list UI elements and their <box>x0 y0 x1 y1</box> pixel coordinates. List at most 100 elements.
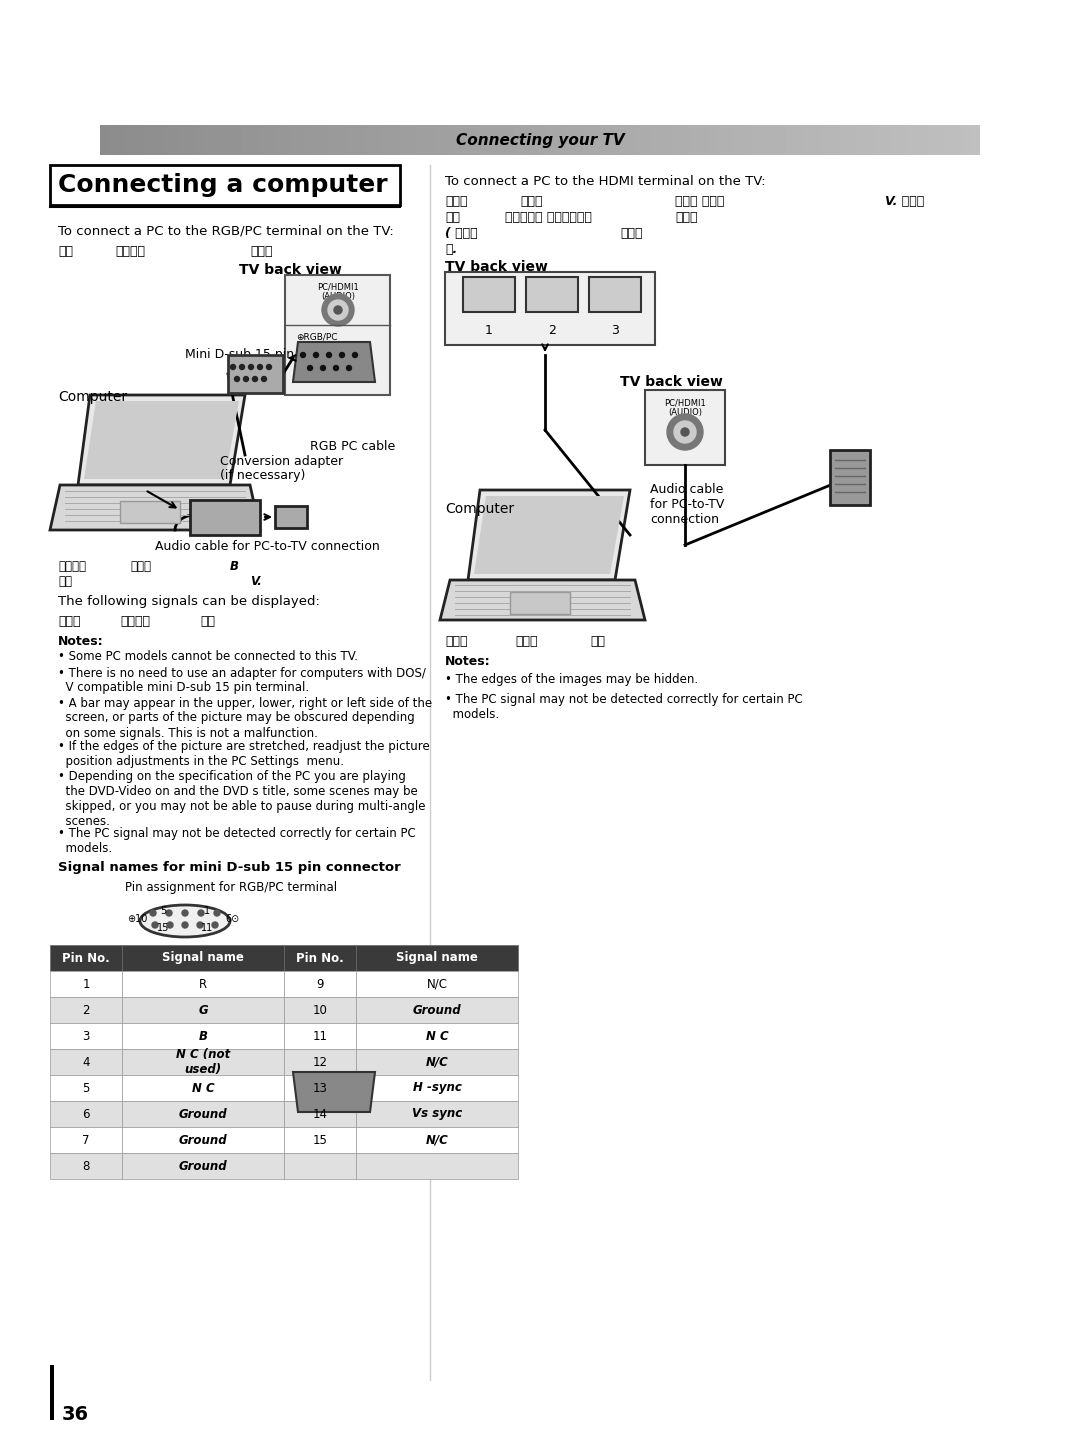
Text: น่: น่ <box>445 211 460 224</box>
Polygon shape <box>293 1072 375 1112</box>
Text: R: R <box>199 977 207 990</box>
Bar <box>285 275 390 395</box>
Text: พี้: พี้ <box>445 635 468 648</box>
Circle shape <box>234 377 240 381</box>
Text: TV back view: TV back view <box>239 263 341 278</box>
Text: Notes:: Notes: <box>58 635 104 648</box>
Bar <box>50 1101 122 1127</box>
Bar <box>284 1101 356 1127</box>
Text: Signal name: Signal name <box>396 951 478 964</box>
Text: N/C: N/C <box>426 1134 448 1147</box>
Text: Conversion adapter: Conversion adapter <box>220 455 343 468</box>
Bar <box>356 971 518 997</box>
Text: Audio cable
for PC-to-TV
connection: Audio cable for PC-to-TV connection <box>650 483 725 526</box>
Polygon shape <box>84 401 239 478</box>
Circle shape <box>166 910 172 916</box>
Text: N C: N C <box>426 1029 448 1043</box>
Text: V. ขั้: V. ขั้ <box>885 195 924 208</box>
Circle shape <box>267 365 271 369</box>
Text: ขั้: ขั้ <box>130 560 151 573</box>
Text: ข้: ข้ <box>58 574 72 587</box>
Bar <box>122 1048 284 1075</box>
Bar <box>122 1127 284 1153</box>
Circle shape <box>322 294 354 326</box>
Text: 15: 15 <box>157 923 170 933</box>
Text: 1: 1 <box>204 906 211 916</box>
Circle shape <box>212 922 218 928</box>
Text: PC/HDMI1
(AUDIO): PC/HDMI1 (AUDIO) <box>664 398 706 417</box>
Text: Vs sync: Vs sync <box>411 1108 462 1121</box>
Bar <box>284 1024 356 1048</box>
Text: 5: 5 <box>82 1082 90 1095</box>
Text: The following signals can be displayed:: The following signals can be displayed: <box>58 595 320 608</box>
Text: B: B <box>199 1029 207 1043</box>
Bar <box>356 945 518 971</box>
Text: Computer: Computer <box>445 502 514 516</box>
Text: Connecting your TV: Connecting your TV <box>456 132 624 147</box>
Text: V.: V. <box>249 574 261 587</box>
Text: 14: 14 <box>312 1108 327 1121</box>
Bar <box>284 1048 356 1075</box>
Bar <box>356 997 518 1024</box>
Text: 3: 3 <box>82 1029 90 1043</box>
Text: ย.: ย. <box>445 243 457 256</box>
Text: ⊕RGB/PC: ⊕RGB/PC <box>296 332 337 342</box>
Text: กิ: กิ <box>200 615 215 628</box>
Bar <box>526 278 578 313</box>
Text: 11: 11 <box>201 923 213 933</box>
Bar <box>645 390 725 465</box>
Text: 7: 7 <box>82 1134 90 1147</box>
Text: ห้: ห้ <box>58 246 73 257</box>
Text: 10: 10 <box>312 1003 327 1016</box>
Circle shape <box>300 352 306 358</box>
Bar <box>122 945 284 971</box>
Bar <box>831 449 870 505</box>
Text: 3: 3 <box>611 323 619 336</box>
Text: 8: 8 <box>82 1159 90 1172</box>
Text: TV back view: TV back view <box>445 260 548 273</box>
Bar <box>50 971 122 997</box>
Circle shape <box>334 365 338 371</box>
Bar <box>122 1075 284 1101</box>
Bar <box>50 1153 122 1179</box>
Bar <box>122 1153 284 1179</box>
Text: 6: 6 <box>82 1108 90 1121</box>
Circle shape <box>334 305 342 314</box>
Text: Ground: Ground <box>178 1159 227 1172</box>
Bar <box>356 1127 518 1153</box>
Text: • Depending on the specification of the PC you are playing
  the DVD-Video on an: • Depending on the specification of the … <box>58 771 426 827</box>
Circle shape <box>248 365 254 369</box>
Circle shape <box>261 377 267 381</box>
Text: TV back view: TV back view <box>620 375 723 390</box>
Bar <box>50 1127 122 1153</box>
Text: 1: 1 <box>82 977 90 990</box>
Text: • The PC signal may not be detected correctly for certain PC
  models.: • The PC signal may not be detected corr… <box>445 694 802 721</box>
Text: • Some PC models cannot be connected to this TV.: • Some PC models cannot be connected to … <box>58 650 357 663</box>
Text: Mini D-sub 15 pin: Mini D-sub 15 pin <box>185 348 294 361</box>
Text: กิ่ง: กิ่ง <box>120 615 150 628</box>
Circle shape <box>674 422 696 443</box>
Bar <box>589 278 642 313</box>
Text: 5: 5 <box>160 906 166 916</box>
Bar <box>445 272 654 345</box>
Circle shape <box>681 427 689 436</box>
Circle shape <box>339 352 345 358</box>
Text: Signal names for mini D-sub 15 pin connector: Signal names for mini D-sub 15 pin conne… <box>58 861 401 874</box>
Bar <box>510 592 570 614</box>
Text: 36: 36 <box>62 1405 90 1423</box>
Text: B: B <box>230 560 239 573</box>
Bar <box>356 1101 518 1127</box>
Text: G: G <box>199 1003 207 1016</box>
Text: ขั้: ขั้ <box>675 211 698 224</box>
Text: กุ้: กุ้ <box>519 195 542 208</box>
Bar <box>120 502 180 523</box>
Text: 11: 11 <box>312 1029 327 1043</box>
Circle shape <box>352 352 357 358</box>
Circle shape <box>313 352 319 358</box>
Bar <box>275 506 307 528</box>
Circle shape <box>243 377 248 381</box>
Text: Ground: Ground <box>413 1003 461 1016</box>
Text: RGB PC cable: RGB PC cable <box>310 441 395 454</box>
Bar <box>356 1024 518 1048</box>
Polygon shape <box>78 395 245 486</box>
